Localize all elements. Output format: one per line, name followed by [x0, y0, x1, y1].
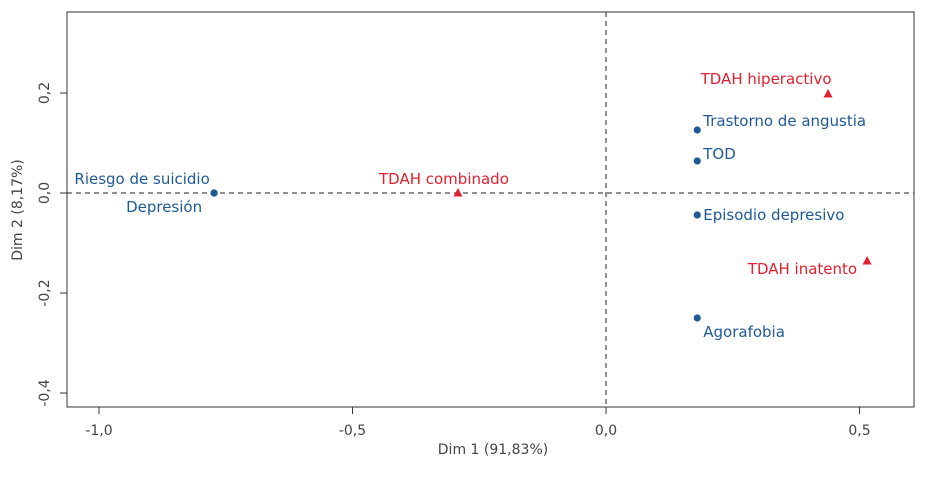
y-tick-label: 0,2 [37, 82, 53, 104]
point-tdah-combinado [453, 188, 463, 197]
y-axis-title: Dim 2 (8,17%) [10, 159, 26, 261]
point-trastorno-de-angustia [693, 126, 701, 134]
x-tick-label: -0,5 [339, 423, 366, 439]
y-tick-label: 0,0 [37, 182, 53, 204]
label-tdah-combinado: TDAH combinado [378, 170, 509, 188]
label-tdah-hiperactivo: TDAH hiperactivo [700, 70, 832, 88]
point-tod [693, 157, 701, 165]
plot-frame [66, 11, 915, 408]
label-episodio-depresivo: Episodio depresivo [703, 206, 844, 224]
label-agorafobia: Agorafobia [703, 323, 785, 341]
x-tick-label: 0,5 [848, 423, 870, 439]
x-tick-label: 0,0 [595, 423, 617, 439]
y-tick-label: -0,2 [37, 279, 53, 306]
x-tick-label: -1,0 [85, 423, 112, 439]
x-axis-title: Dim 1 (91,83%) [438, 442, 548, 458]
point-tdah-inatento [862, 256, 872, 265]
point-tdah-hiperactivo [823, 89, 833, 98]
label-tdah-inatento: TDAH inatento [747, 260, 857, 278]
point-episodio-depresivo [693, 211, 701, 219]
y-tick-label: -0,4 [37, 379, 53, 406]
label-depresi-n: Depresión [126, 198, 202, 216]
label-trastorno-de-angustia: Trastorno de angustia [702, 112, 866, 130]
label-riesgo-de-suicidio: Riesgo de suicidio [74, 170, 209, 188]
label-tod: TOD [702, 145, 736, 163]
point-agorafobia [693, 314, 701, 322]
point-depresi-n [210, 189, 218, 197]
